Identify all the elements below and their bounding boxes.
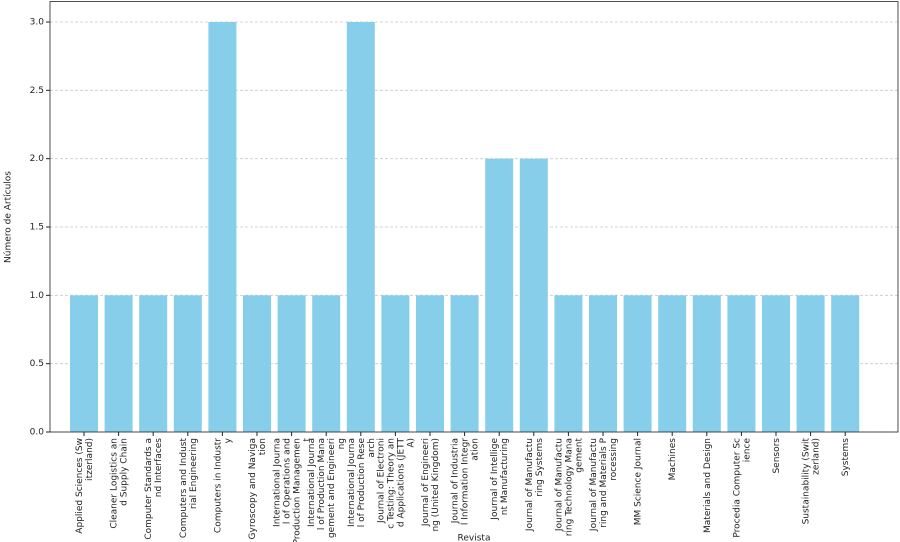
x-tick-label: Journal of Manufacturing and Materials P… [589, 437, 619, 532]
plot-frame [49, 1, 899, 433]
bar [243, 295, 271, 432]
x-tick-label: Journal of Manufacturing Technology Mana… [554, 438, 584, 537]
y-tick-label: 0.5 [30, 359, 44, 369]
bar [173, 295, 202, 432]
x-tick-label: Gyroscopy and Navigation [248, 438, 268, 539]
bar [658, 295, 687, 432]
bar [762, 295, 790, 432]
x-tick-label: Computers and Industrial Engineering [179, 438, 199, 539]
x-tick-label: Systems [841, 438, 851, 477]
x-tick-label: Materials and Design [703, 438, 713, 533]
bar [70, 295, 98, 432]
bar [485, 158, 514, 432]
bar [623, 295, 652, 432]
bar [692, 295, 721, 432]
bar [796, 295, 825, 432]
bar [139, 295, 168, 432]
bar [450, 295, 479, 432]
x-axis-label: Revista [458, 534, 491, 542]
bar [104, 295, 133, 432]
x-tick-label: Journal of Intelligent Manufacturing [490, 438, 510, 521]
x-tick-label: International Journal of Production Rese… [347, 438, 377, 528]
y-tick-label: 1.0 [30, 291, 45, 301]
y-tick-label: 3.0 [30, 18, 45, 28]
y-tick-label: 1.5 [30, 223, 44, 233]
x-tick-label: Computer Standards and Interfaces [144, 438, 164, 540]
bar [208, 22, 237, 432]
bar [312, 295, 341, 432]
x-tick-label: MM Science Journal [634, 438, 644, 525]
x-tick-label: Journal of Engineering (United Kingdom) [421, 438, 441, 532]
x-tick-label: Journal of Electronic Testing: Theory an… [376, 438, 416, 529]
x-tick-label: Journal of Industrial Information Integr… [451, 438, 481, 525]
bar [277, 295, 306, 432]
x-tick-label: Procedia Computer Science [732, 438, 752, 538]
x-tick-label: Sustainability (Switzerland) [802, 438, 822, 525]
x-tick-label: International Journal of Production Mana… [307, 438, 347, 538]
bar [727, 295, 756, 432]
bar [416, 295, 444, 432]
y-tick-label: 0.0 [30, 428, 45, 438]
bar [589, 295, 617, 432]
y-axis-label: Número de Artículos [4, 171, 14, 263]
x-tick-label: Cleaner Logistics and Supply Chain [110, 438, 130, 529]
x-tick-label: Machines [668, 438, 678, 481]
x-tick-label: International Journal of Operations andP… [273, 438, 313, 542]
y-tick-label: 2.5 [30, 86, 44, 96]
bar [554, 295, 583, 432]
x-tick-label: Computers in Industry [213, 437, 233, 533]
bar [519, 158, 548, 432]
x-tick-label: Journal of Manufacturing Systems [525, 438, 545, 532]
bar [346, 22, 375, 432]
x-tick-label: Applied Sciences (Switzerland) [75, 438, 95, 534]
bar [831, 295, 860, 432]
y-tick-label: 2.0 [30, 154, 45, 164]
bar [381, 295, 410, 432]
x-tick-label: Sensors [772, 438, 782, 474]
